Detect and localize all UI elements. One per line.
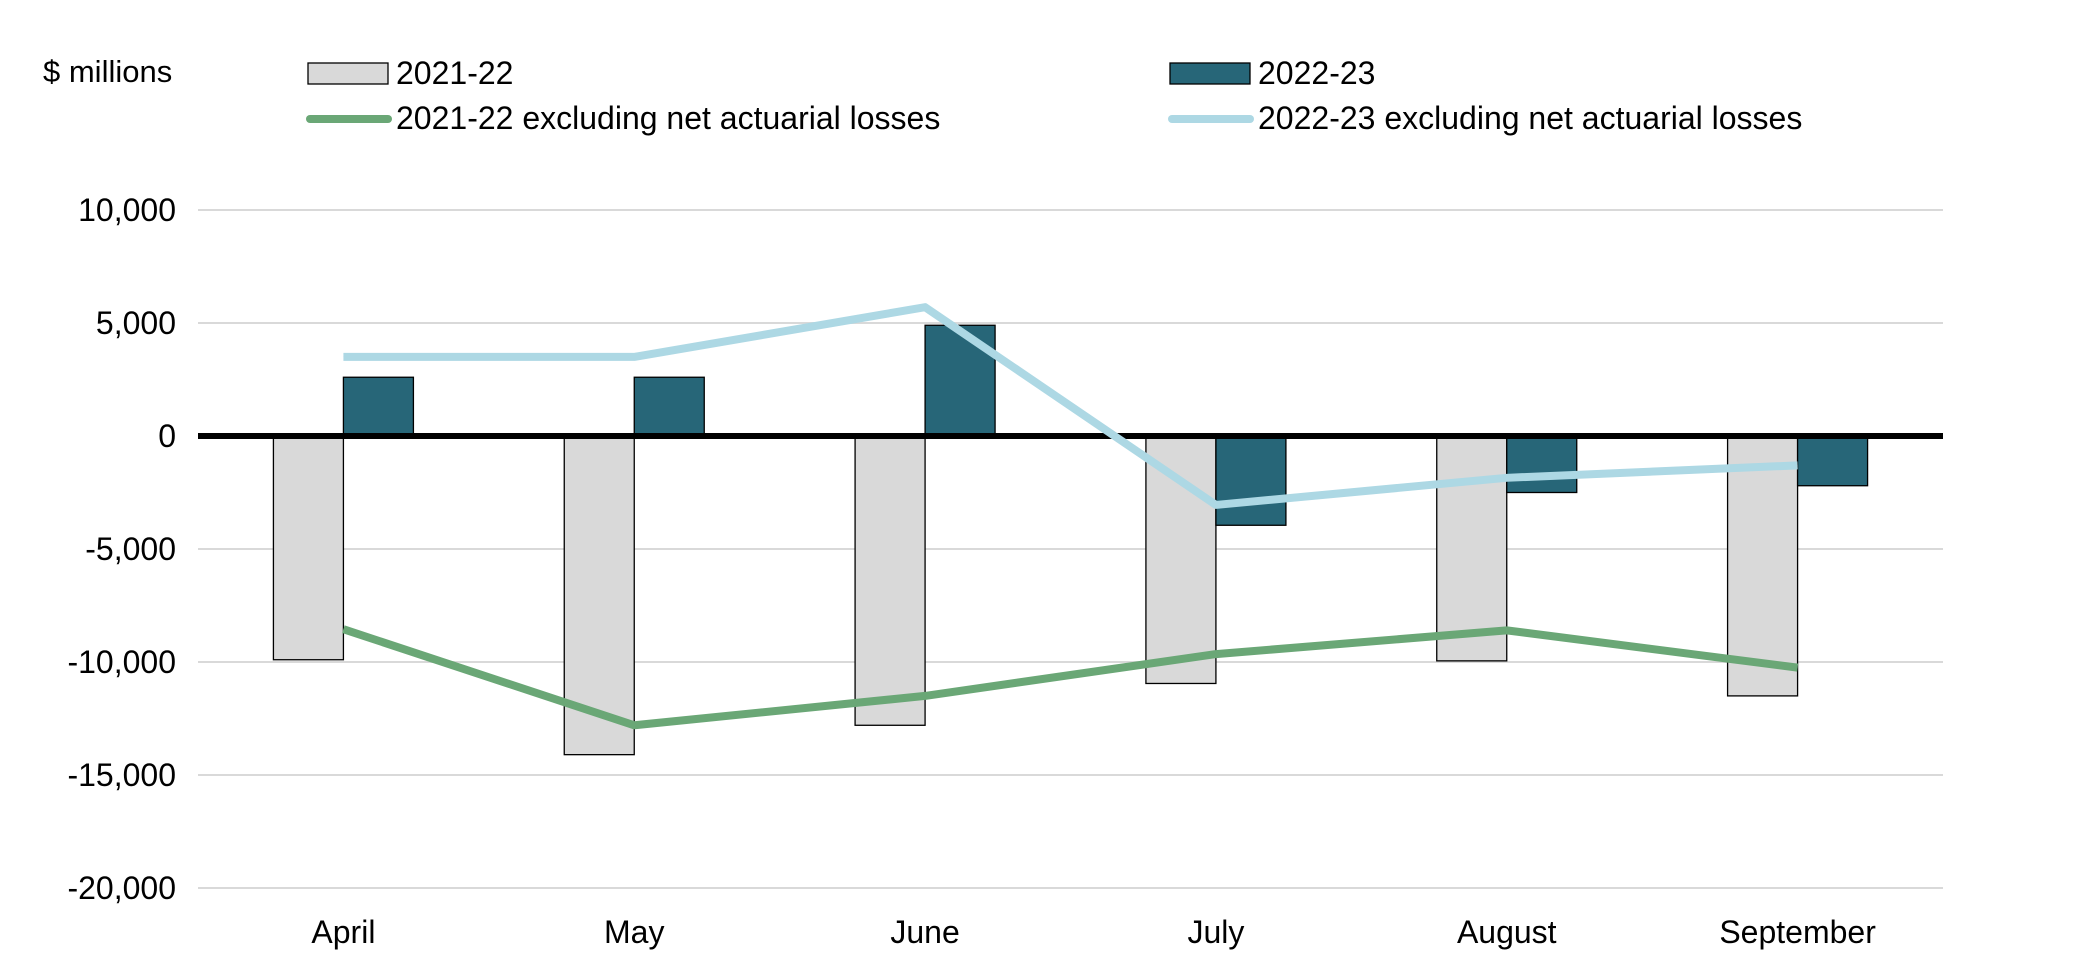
bar-2022-23-August <box>1507 436 1577 493</box>
bar-2021-22-April <box>273 436 343 660</box>
legend-swatch-2022-23 <box>1170 63 1250 84</box>
legend-label-2021-22: 2021-22 <box>396 55 513 91</box>
x-tick-label: June <box>890 914 959 950</box>
y-tick-label: -5,000 <box>85 531 176 567</box>
legend-label-2022-23: 2022-23 <box>1258 55 1375 91</box>
y-tick-label: -10,000 <box>67 644 176 680</box>
x-tick-label: July <box>1187 914 1244 950</box>
bar-2021-22-June <box>855 436 925 725</box>
legend-label-2022-23-excl: 2022-23 excluding net actuarial losses <box>1258 100 1802 136</box>
y-tick-label: -15,000 <box>67 757 176 793</box>
line-2022-23 excluding net actuarial losses <box>343 307 1797 505</box>
y-tick-label: 0 <box>158 418 176 454</box>
x-tick-label: May <box>604 914 664 950</box>
line-2021-22 excluding net actuarial losses <box>343 629 1797 725</box>
bar-2022-23-July <box>1216 436 1286 525</box>
bar-2022-23-April <box>343 377 413 436</box>
legend: 2021-22 2022-23 2021-22 excluding net ac… <box>308 55 1802 136</box>
y-tick-label: 5,000 <box>96 305 176 341</box>
bar-2022-23-September <box>1798 436 1868 486</box>
x-tick-label: August <box>1457 914 1557 950</box>
y-tick-label: -20,000 <box>67 870 176 906</box>
bar-2021-22-August <box>1437 436 1507 661</box>
x-tick-label: April <box>311 914 375 950</box>
bar-2021-22-July <box>1146 436 1216 683</box>
bar-2022-23-June <box>925 325 995 436</box>
bar-2022-23-May <box>634 377 704 436</box>
legend-swatch-2021-22 <box>308 63 388 84</box>
x-tick-label: September <box>1719 914 1876 950</box>
legend-label-2021-22-excl: 2021-22 excluding net actuarial losses <box>396 100 940 136</box>
y-axis-label: $ millions <box>43 54 172 89</box>
y-tick-label: 10,000 <box>78 192 176 228</box>
